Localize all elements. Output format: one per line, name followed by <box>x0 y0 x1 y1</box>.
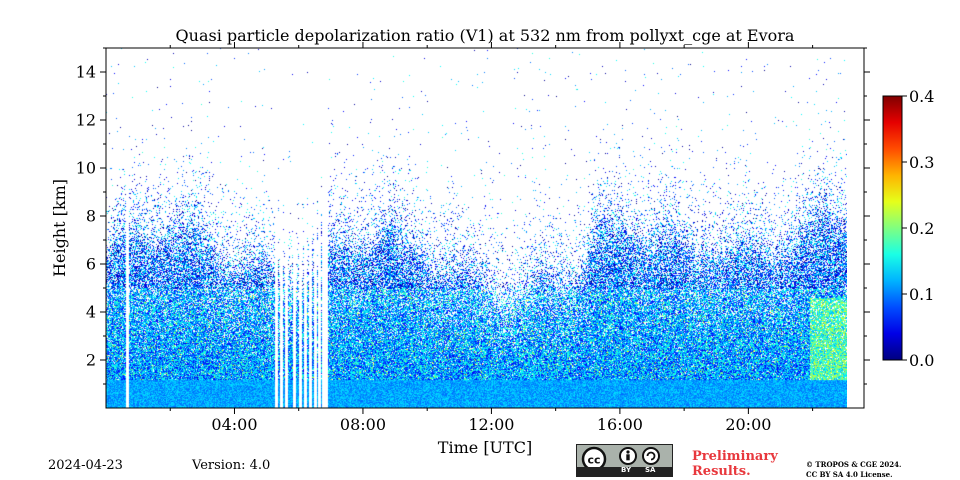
y-tick-label: 6 <box>86 255 96 274</box>
x-tick-label: 16:00 <box>597 415 643 434</box>
preliminary-results: Preliminary Results. <box>692 449 778 479</box>
x-tick-label: 08:00 <box>340 415 386 434</box>
copyright-line1: © TROPOS & CGE 2024. <box>806 460 902 469</box>
footer-date: 2024-04-23 <box>48 458 123 473</box>
colorbar-tick-label: 0.2 <box>909 219 934 238</box>
heatmap-image <box>106 48 847 408</box>
colorbar-scale <box>882 95 903 361</box>
x-tick-label: 04:00 <box>211 415 257 434</box>
cc-by-label: BY <box>621 466 632 474</box>
preliminary-line2: Results. <box>692 464 751 479</box>
y-axis-label: Height [km] <box>50 179 69 277</box>
colorbar: 0.0 0.1 0.2 0.3 0.4 <box>882 87 934 370</box>
svg-text:cc: cc <box>587 454 600 467</box>
y-tick-label: 12 <box>76 111 96 130</box>
sa-icon <box>642 447 660 465</box>
y-tick-label: 14 <box>76 63 96 82</box>
x-tick-label: 12:00 <box>468 415 514 434</box>
chart-title: Quasi particle depolarization ratio (V1)… <box>176 26 795 45</box>
y-tick-label: 10 <box>76 159 96 178</box>
cc-sa-label: SA <box>645 466 656 474</box>
cc-icons: cc <box>581 446 660 469</box>
chart-axes: Quasi particle depolarization ratio (V1)… <box>50 26 870 457</box>
y-tick-label: 8 <box>86 207 96 226</box>
colorbar-tick-label: 0.4 <box>909 87 934 106</box>
footer-version: Version: 4.0 <box>192 458 271 473</box>
colorbar-tick-label: 0.1 <box>909 285 934 304</box>
colorbar-tick-label: 0.0 <box>909 351 934 370</box>
x-tick-label: 20:00 <box>725 415 771 434</box>
cc-icon <box>581 446 607 469</box>
y-tick-label: 4 <box>86 303 96 322</box>
copyright-line2: CC BY SA 4.0 License. <box>806 470 893 479</box>
colorbar-tick-label: 0.3 <box>909 153 934 172</box>
cc-license-badge: cc BY SA <box>576 444 673 477</box>
plot-frame <box>105 47 865 409</box>
cc-strip: BY SA <box>577 466 672 476</box>
x-axis-label: Time [UTC] <box>438 438 532 457</box>
preliminary-line1: Preliminary <box>692 449 778 464</box>
copyright-notice: © TROPOS & CGE 2024. CC BY SA 4.0 Licens… <box>806 460 901 480</box>
heatmap-area <box>106 48 847 408</box>
y-tick-label: 2 <box>86 351 96 370</box>
